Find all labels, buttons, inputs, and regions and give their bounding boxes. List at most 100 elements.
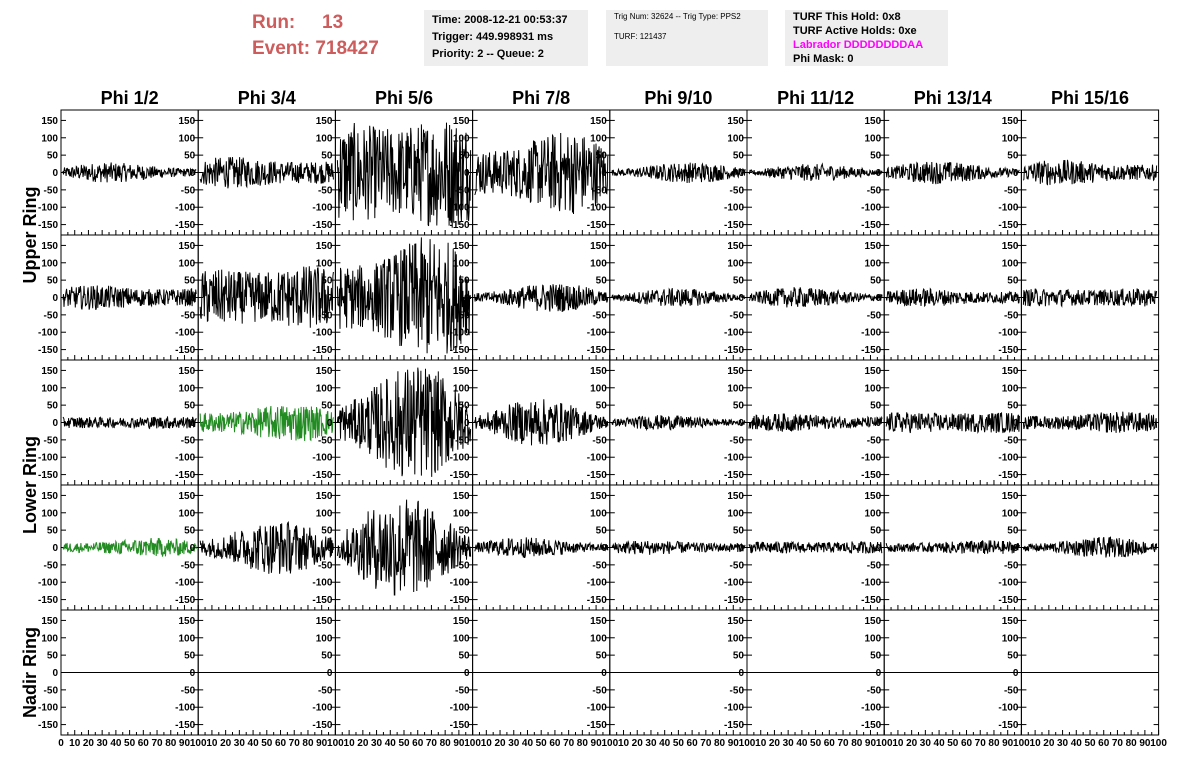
y-tick-label: 0 bbox=[738, 418, 744, 429]
y-tick-label: 100 bbox=[453, 258, 470, 269]
x-tick-label: 90 bbox=[1002, 738, 1014, 749]
y-tick-label: 0 bbox=[52, 168, 58, 179]
y-tick-label: 150 bbox=[179, 616, 196, 627]
x-tick-label: 80 bbox=[302, 738, 314, 749]
waveform-trace bbox=[336, 122, 472, 228]
y-tick-label: 100 bbox=[590, 633, 607, 644]
y-tick-label: 150 bbox=[316, 491, 333, 502]
y-tick-label: -50 bbox=[592, 185, 607, 196]
y-tick-label: 100 bbox=[865, 258, 882, 269]
y-tick-label: -150 bbox=[998, 595, 1018, 606]
y-tick-label: 150 bbox=[41, 366, 58, 377]
y-tick-label: 150 bbox=[1002, 116, 1019, 127]
turf-text: TURF: 121437 bbox=[614, 32, 667, 41]
x-tick-label: 10 bbox=[1030, 738, 1042, 749]
x-tick-label: 70 bbox=[1112, 738, 1124, 749]
x-tick-label: 30 bbox=[783, 738, 795, 749]
y-tick-label: 50 bbox=[184, 651, 196, 662]
y-tick-label: 150 bbox=[590, 366, 607, 377]
x-tick-label: 100 bbox=[876, 738, 893, 749]
y-tick-label: 150 bbox=[865, 241, 882, 252]
y-tick-label: 150 bbox=[590, 616, 607, 627]
y-tick-label: 150 bbox=[316, 116, 333, 127]
y-tick-label: 100 bbox=[41, 508, 58, 519]
y-tick-label: 150 bbox=[453, 366, 470, 377]
x-tick-label: 10 bbox=[206, 738, 218, 749]
run-event-box: Run: 13 Event: 718427 bbox=[252, 10, 379, 62]
y-tick-label: 50 bbox=[1007, 526, 1019, 537]
y-tick-label: -150 bbox=[587, 720, 607, 731]
y-tick-label: 0 bbox=[464, 293, 470, 304]
y-tick-label: -50 bbox=[730, 185, 745, 196]
y-tick-label: -150 bbox=[861, 220, 881, 231]
x-tick-label: 90 bbox=[865, 738, 877, 749]
x-tick-label: 70 bbox=[975, 738, 987, 749]
waveform-trace bbox=[199, 157, 334, 189]
x-tick-label: 40 bbox=[385, 738, 397, 749]
y-tick-label: -100 bbox=[175, 203, 195, 214]
x-tick-label: 0 bbox=[58, 738, 64, 749]
y-tick-label: -50 bbox=[181, 310, 196, 321]
y-tick-label: 50 bbox=[733, 651, 745, 662]
y-tick-label: -50 bbox=[455, 435, 470, 446]
x-tick-label: 100 bbox=[190, 738, 207, 749]
column-header: Phi 1/2 bbox=[101, 88, 159, 108]
y-tick-label: 50 bbox=[870, 526, 882, 537]
column-header: Phi 13/14 bbox=[914, 88, 992, 108]
x-tick-label: 50 bbox=[1084, 738, 1096, 749]
x-tick-label: 70 bbox=[426, 738, 438, 749]
y-tick-label: -150 bbox=[38, 345, 58, 356]
y-tick-label: 50 bbox=[596, 526, 608, 537]
y-tick-label: -100 bbox=[998, 703, 1018, 714]
x-tick-label: 100 bbox=[1013, 738, 1030, 749]
y-tick-label: 150 bbox=[727, 491, 744, 502]
turf-active-holds-text: TURF Active Holds: 0xe bbox=[793, 25, 917, 37]
x-tick-label: 60 bbox=[275, 738, 287, 749]
y-tick-label: 50 bbox=[733, 276, 745, 287]
y-tick-label: 150 bbox=[453, 491, 470, 502]
x-tick-label: 80 bbox=[165, 738, 177, 749]
y-tick-label: 0 bbox=[52, 543, 58, 554]
y-tick-label: 0 bbox=[601, 293, 607, 304]
y-tick-label: -100 bbox=[175, 578, 195, 589]
y-tick-label: 150 bbox=[179, 116, 196, 127]
trigger-info-box: Trig Num: 32624 -- Trig Type: PPS2 TURF:… bbox=[606, 10, 768, 66]
y-tick-label: 0 bbox=[876, 668, 882, 679]
y-tick-label: 0 bbox=[876, 418, 882, 429]
x-tick-label: 90 bbox=[591, 738, 603, 749]
y-tick-label: 0 bbox=[601, 168, 607, 179]
y-tick-label: -150 bbox=[38, 720, 58, 731]
y-tick-label: -100 bbox=[450, 453, 470, 464]
x-tick-label: 90 bbox=[179, 738, 191, 749]
y-tick-label: -50 bbox=[318, 685, 333, 696]
y-tick-label: -50 bbox=[181, 185, 196, 196]
y-tick-label: -100 bbox=[450, 328, 470, 339]
y-tick-label: -100 bbox=[312, 453, 332, 464]
y-tick-label: -150 bbox=[861, 470, 881, 481]
y-tick-label: -50 bbox=[867, 685, 882, 696]
y-tick-label: 100 bbox=[316, 258, 333, 269]
x-tick-label: 100 bbox=[601, 738, 618, 749]
y-tick-label: 0 bbox=[1013, 168, 1019, 179]
event-value: 718427 bbox=[315, 38, 379, 59]
y-tick-label: 100 bbox=[865, 633, 882, 644]
y-tick-label: -100 bbox=[998, 453, 1018, 464]
y-tick-label: -100 bbox=[38, 453, 58, 464]
x-tick-label: 60 bbox=[549, 738, 561, 749]
y-tick-label: 50 bbox=[47, 526, 59, 537]
y-tick-label: 0 bbox=[190, 168, 196, 179]
waveform-trace bbox=[336, 499, 472, 596]
y-tick-label: -100 bbox=[38, 578, 58, 589]
y-tick-label: -150 bbox=[312, 470, 332, 481]
y-tick-label: -100 bbox=[587, 578, 607, 589]
y-tick-label: -150 bbox=[38, 470, 58, 481]
y-tick-label: 150 bbox=[727, 366, 744, 377]
waveform-trace bbox=[611, 287, 746, 307]
y-tick-label: 100 bbox=[316, 508, 333, 519]
x-tick-label: 20 bbox=[632, 738, 644, 749]
y-tick-label: 50 bbox=[458, 526, 470, 537]
y-tick-label: 0 bbox=[190, 293, 196, 304]
y-tick-label: -100 bbox=[587, 453, 607, 464]
x-tick-label: 80 bbox=[714, 738, 726, 749]
y-tick-label: 50 bbox=[596, 651, 608, 662]
